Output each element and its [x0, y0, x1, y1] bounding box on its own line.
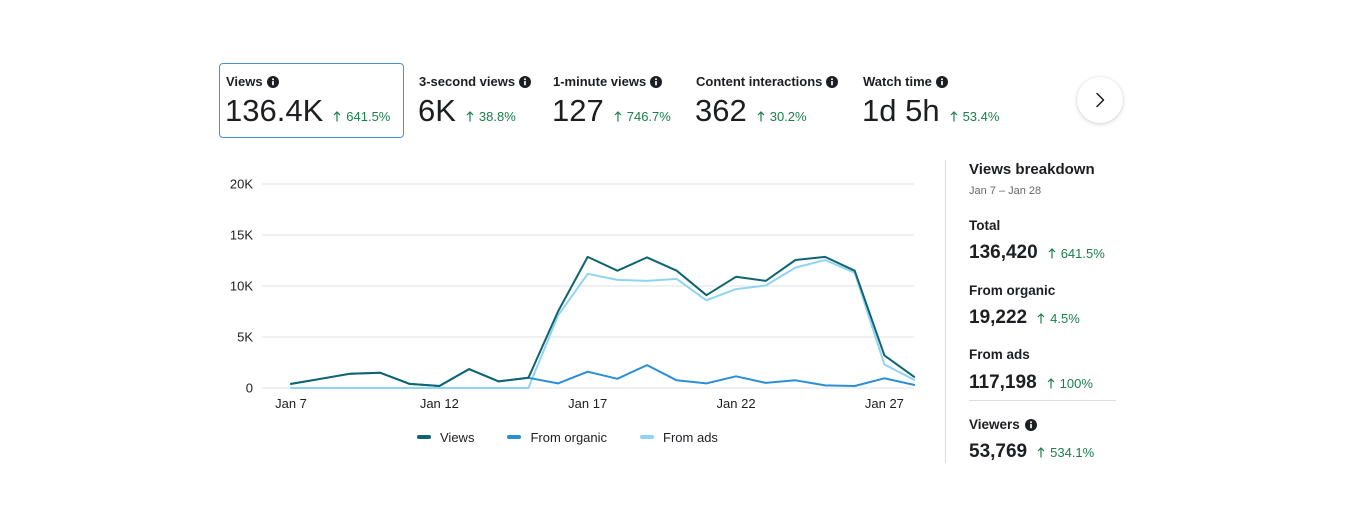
- x-tick-label: Jan 27: [865, 396, 904, 411]
- metric-label: Views: [226, 74, 263, 89]
- breakdown-organic: 19,222 4.5%: [969, 307, 1080, 329]
- panel-divider: [945, 160, 946, 463]
- breakdown-viewers: 53,769 534.1%: [969, 441, 1094, 463]
- gridlines: [262, 183, 914, 389]
- series-line-from-ads: [290, 259, 916, 389]
- arrow-up-icon: [1048, 248, 1056, 259]
- change-value: 534.1%: [1050, 445, 1095, 460]
- y-axis-ticks: 0 5K 10K 15K 20K: [230, 177, 253, 396]
- breakdown-total-label: Total: [969, 218, 1000, 234]
- next-metrics-button[interactable]: [1077, 77, 1123, 123]
- legend-swatch-from-ads: [640, 435, 655, 439]
- metric-change: 30.2%: [757, 109, 807, 124]
- metric-value: 1d 5h: [862, 93, 940, 128]
- breakdown-divider: [969, 400, 1116, 401]
- label-text: From ads: [969, 347, 1030, 362]
- breakdown-viewers-change: 534.1%: [1037, 445, 1094, 460]
- info-icon[interactable]: [650, 76, 663, 88]
- y-tick-label: 10K: [230, 279, 253, 294]
- arrow-up-icon: [1037, 447, 1045, 458]
- x-tick-label: Jan 17: [568, 396, 607, 411]
- legend-item-views[interactable]: Views: [417, 430, 474, 445]
- label-text: Total: [969, 218, 1001, 233]
- arrow-up-icon: [1047, 378, 1055, 389]
- change-value: 641.5%: [1060, 246, 1105, 261]
- metric-card-watch-time[interactable]: Watch time 1d 5h 53.4%: [856, 63, 1016, 138]
- metric-change: 53.4%: [950, 109, 1000, 124]
- metric-change-value: 746.7%: [626, 109, 671, 124]
- arrow-up-icon: [1037, 313, 1045, 324]
- breakdown-viewers-value: 53,769: [969, 441, 1028, 462]
- info-icon[interactable]: [1024, 419, 1037, 431]
- metric-value: 136.4K: [225, 93, 324, 128]
- change-value: 100%: [1059, 376, 1093, 391]
- series-lines: [290, 255, 916, 389]
- chart-legend: Views From organic From ads: [417, 429, 751, 445]
- metric-label: Content interactions: [696, 74, 823, 89]
- y-tick-label: 20K: [230, 177, 253, 192]
- x-tick-label: Jan 22: [717, 396, 756, 411]
- legend-label: From ads: [663, 429, 718, 445]
- label-text: From organic: [969, 283, 1056, 298]
- breakdown-total: 136,420 641.5%: [969, 242, 1105, 264]
- series-line-views: [290, 255, 916, 387]
- legend-item-from-ads[interactable]: From ads: [640, 430, 718, 445]
- info-icon[interactable]: [935, 76, 948, 88]
- legend-label: Views: [440, 429, 475, 445]
- metric-value: 6K: [418, 93, 456, 128]
- breakdown-organic-value: 19,222: [969, 307, 1028, 328]
- metric-value: 127: [552, 93, 604, 128]
- arrow-up-icon: [757, 111, 765, 122]
- info-icon[interactable]: [826, 76, 839, 88]
- info-icon[interactable]: [266, 76, 279, 88]
- chevron-right-icon: [1096, 92, 1105, 108]
- metric-change-value: 30.2%: [769, 109, 807, 124]
- change-value: 4.5%: [1050, 311, 1080, 326]
- metric-change-value: 38.8%: [478, 109, 516, 124]
- breakdown-organic-label: From organic: [969, 283, 1055, 299]
- y-tick-label: 0: [246, 381, 253, 396]
- metric-card-3-second-views[interactable]: 3-second views 6K 38.8%: [412, 63, 542, 138]
- metric-label: 3-second views: [419, 74, 516, 89]
- breakdown-date-range: Jan 7 – Jan 28: [969, 185, 1042, 197]
- metric-label: 1-minute views: [553, 74, 647, 89]
- metric-change-value: 641.5%: [346, 109, 391, 124]
- y-tick-label: 15K: [230, 228, 253, 243]
- x-axis-ticks: Jan 7 Jan 12 Jan 17 Jan 22 Jan 27: [275, 396, 904, 411]
- metric-change: 641.5%: [333, 109, 390, 124]
- arrow-up-icon: [950, 111, 958, 122]
- info-icon[interactable]: [519, 76, 532, 88]
- metric-value: 362: [695, 93, 747, 128]
- breakdown-ads-label: From ads: [969, 347, 1030, 363]
- y-tick-label: 5K: [237, 330, 253, 345]
- breakdown-ads-change: 100%: [1047, 376, 1093, 391]
- breakdown-total-change: 641.5%: [1048, 246, 1105, 261]
- metric-label: Watch time: [863, 74, 932, 89]
- legend-label: From organic: [530, 429, 608, 445]
- breakdown-title: Views breakdown: [969, 161, 1095, 178]
- metric-card-views[interactable]: Views 136.4K 641.5%: [219, 63, 404, 138]
- metric-change: 746.7%: [614, 109, 671, 124]
- metric-change: 38.8%: [466, 109, 516, 124]
- breakdown-organic-change: 4.5%: [1037, 311, 1080, 326]
- x-tick-label: Jan 7: [275, 396, 307, 411]
- arrow-up-icon: [333, 111, 341, 122]
- legend-swatch-views: [417, 435, 431, 439]
- metric-card-1-minute-views[interactable]: 1-minute views 127 746.7%: [546, 63, 681, 138]
- label-text: Viewers: [969, 417, 1020, 432]
- series-line-from-organic: [290, 364, 916, 387]
- arrow-up-icon: [614, 111, 622, 122]
- arrow-up-icon: [466, 111, 474, 122]
- legend-swatch-from-organic: [507, 435, 522, 439]
- breakdown-total-value: 136,420: [969, 242, 1038, 263]
- metric-change-value: 53.4%: [962, 109, 1000, 124]
- x-tick-label: Jan 12: [420, 396, 459, 411]
- legend-item-from-organic[interactable]: From organic: [507, 430, 607, 445]
- breakdown-viewers-label: Viewers: [969, 417, 1037, 433]
- breakdown-ads: 117,198 100%: [969, 372, 1093, 394]
- breakdown-ads-value: 117,198: [969, 372, 1037, 393]
- metric-card-content-interactions[interactable]: Content interactions 362 30.2%: [689, 63, 849, 138]
